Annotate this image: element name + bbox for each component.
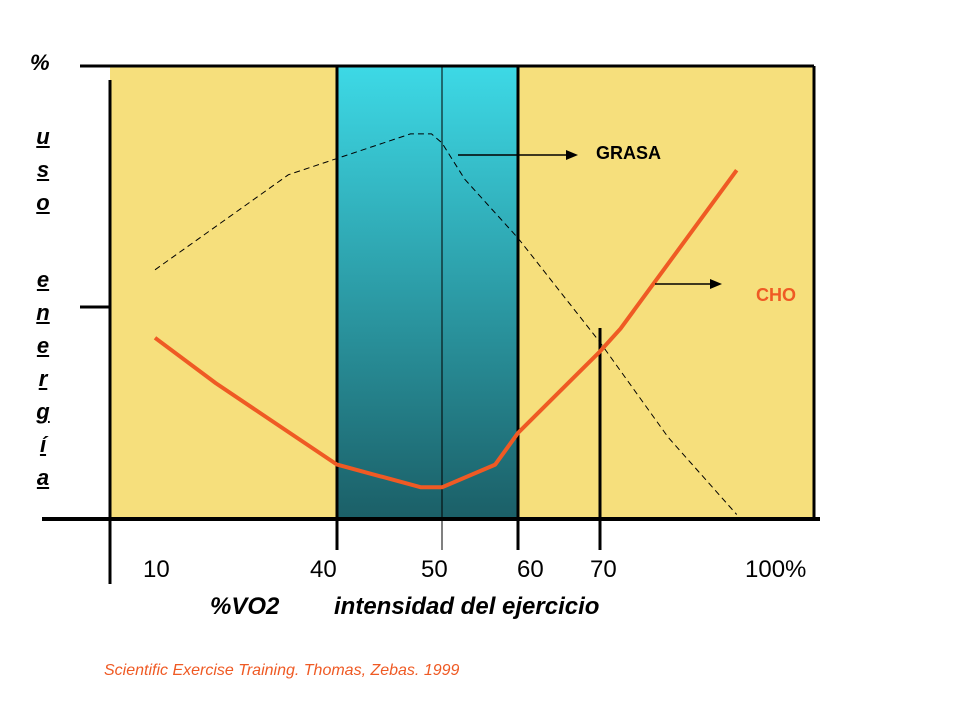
x-axis-label-unit: %VO2 (210, 593, 280, 620)
x-tick-label: 10 (143, 556, 170, 583)
y-axis-label-letter: n (36, 300, 50, 325)
y-axis-label-letter: e (36, 333, 50, 358)
y-axis-unit: % (30, 50, 50, 75)
y-axis-label-letter: e (36, 267, 50, 292)
y-axis-label-letter: g (36, 399, 50, 424)
x-axis-label-text: intensidad del ejercicio (334, 593, 600, 620)
series-label-cho: CHO (756, 285, 796, 305)
highlight-band (337, 66, 518, 519)
grasa-arrow (458, 150, 578, 160)
y-axis-label-letter: o (36, 190, 50, 215)
y-axis-label-letter: s (36, 157, 50, 182)
y-axis-label-letter: r (38, 366, 48, 391)
series-line-cho (153, 169, 739, 490)
cho-arrow (655, 279, 722, 289)
citation: Scientific Exercise Training. Thomas, Ze… (104, 662, 460, 679)
y-axis-label-letter: a (36, 465, 50, 490)
x-tick-label: 50 (421, 556, 448, 583)
x-tick-label: 40 (310, 556, 337, 583)
x-tick-label: 70 (590, 556, 617, 583)
series-label-grasa: GRASA (596, 143, 662, 163)
x-tick-label: 100% (745, 556, 807, 583)
series-line-grasa (154, 133, 738, 515)
x-tick-label: 60 (517, 556, 544, 583)
y-axis-label-letter: í (39, 432, 47, 457)
y-axis-label-letter: u (36, 124, 50, 149)
